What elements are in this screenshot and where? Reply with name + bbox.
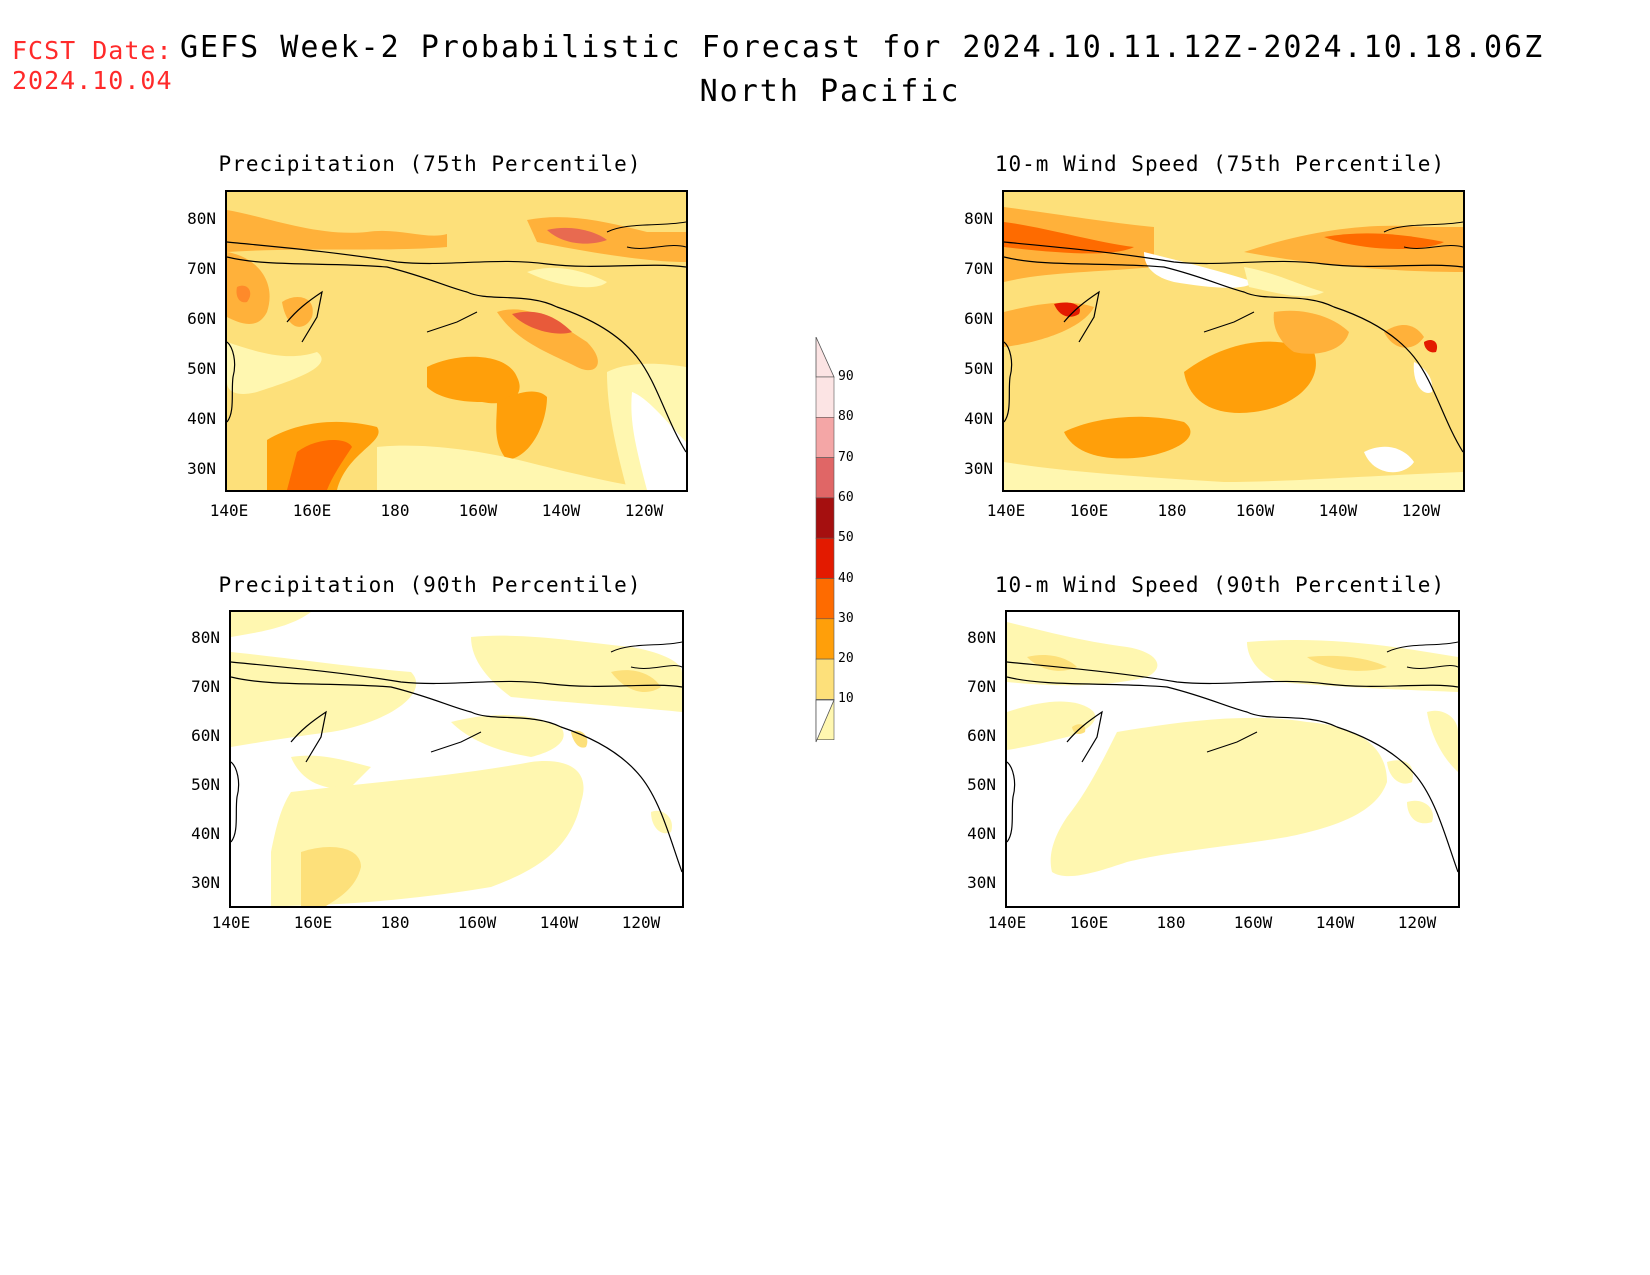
lat-label: 70N (187, 259, 216, 278)
colorbar-segment (815, 417, 835, 458)
colorbar-label: 40 (838, 570, 854, 586)
lon-label: 120W (1401, 501, 1441, 520)
lat-label: 40N (967, 824, 996, 843)
region-title: North Pacific (699, 74, 961, 109)
lat-label: 50N (191, 775, 220, 794)
lat-label: 30N (191, 873, 220, 892)
panel-title: 10-m Wind Speed (75th Percentile) (994, 152, 1446, 176)
lon-label: 120W (624, 501, 664, 520)
lon-label: 120W (621, 913, 661, 932)
colorbar-top-triangle (815, 336, 835, 378)
lat-label: 40N (187, 409, 216, 428)
lat-label: 40N (964, 409, 993, 428)
lon-label: 180 (1156, 913, 1186, 932)
colorbar-graphic (815, 336, 835, 743)
colorbar-label: 90 (838, 369, 854, 384)
lon-label: 160W (457, 913, 497, 932)
lon-label: 160E (1069, 501, 1109, 520)
lon-label: 140W (539, 913, 579, 932)
lon-label: 160E (293, 913, 333, 932)
lat-label: 60N (191, 726, 220, 745)
lat-label: 70N (964, 259, 993, 278)
lon-label: 140E (987, 913, 1027, 932)
map-wind-75 (1002, 190, 1465, 492)
colorbar-segment (815, 457, 835, 499)
lat-label: 30N (967, 873, 996, 892)
lat-label: 70N (191, 677, 220, 696)
colorbar-label: 30 (838, 610, 854, 626)
map-precip-90 (229, 610, 684, 908)
panel-title: Precipitation (90th Percentile) (218, 573, 642, 597)
lat-label: 80N (964, 209, 993, 228)
lon-label: 180 (380, 913, 410, 932)
map-precip-75 (225, 190, 688, 492)
lon-label: 140E (211, 913, 251, 932)
lat-label: 60N (964, 309, 993, 328)
lon-label: 160W (458, 501, 498, 520)
lat-label: 70N (967, 677, 996, 696)
lon-label: 160E (292, 501, 332, 520)
colorbar-label: 10 (838, 691, 854, 707)
lon-label: 160E (1069, 913, 1109, 932)
forecast-date-value: 2024.10.04 (12, 66, 173, 95)
lat-label: 80N (187, 209, 216, 228)
main-title: GEFS Week-2 Probabilistic Forecast for 2… (180, 30, 1545, 65)
lat-label: 60N (967, 726, 996, 745)
colorbar-segment (815, 537, 835, 579)
panel-title: Precipitation (75th Percentile) (218, 152, 642, 176)
lat-label: 30N (187, 459, 216, 478)
lon-label: 160W (1233, 913, 1273, 932)
lat-label: 80N (967, 628, 996, 647)
colorbar-label: 80 (838, 409, 854, 425)
lat-label: 50N (967, 775, 996, 794)
colorbar-label: 70 (838, 449, 854, 465)
colorbar-label: 20 (838, 651, 854, 667)
lon-label: 140E (209, 501, 249, 520)
lat-label: 80N (191, 628, 220, 647)
lat-label: 50N (964, 359, 993, 378)
forecast-date-label: FCST Date: (12, 36, 173, 65)
colorbar-segment (815, 497, 835, 539)
lon-label: 160W (1235, 501, 1275, 520)
lon-label: 180 (1157, 501, 1187, 520)
lon-label: 180 (380, 501, 410, 520)
colorbar-segment (815, 658, 835, 700)
lat-label: 40N (191, 824, 220, 843)
colorbar-label: 60 (838, 489, 854, 505)
lon-label: 140E (986, 501, 1026, 520)
colorbar: 90 80 70 60 50 40 30 20 10 (808, 336, 868, 751)
colorbar-bottom-triangle (815, 699, 835, 743)
lat-label: 30N (964, 459, 993, 478)
lon-label: 140W (1318, 501, 1358, 520)
lon-label: 120W (1397, 913, 1437, 932)
map-wind-90 (1005, 610, 1460, 908)
lon-label: 140W (1315, 913, 1355, 932)
lat-label: 60N (187, 309, 216, 328)
colorbar-label: 50 (838, 530, 854, 546)
lat-label: 50N (187, 359, 216, 378)
colorbar-segment (815, 618, 835, 660)
colorbar-segment (815, 578, 835, 620)
panel-title: 10-m Wind Speed (90th Percentile) (994, 573, 1446, 597)
lon-label: 140W (541, 501, 581, 520)
forecast-date: FCST Date: 2024.10.04 (12, 36, 173, 96)
colorbar-segment (815, 376, 835, 418)
